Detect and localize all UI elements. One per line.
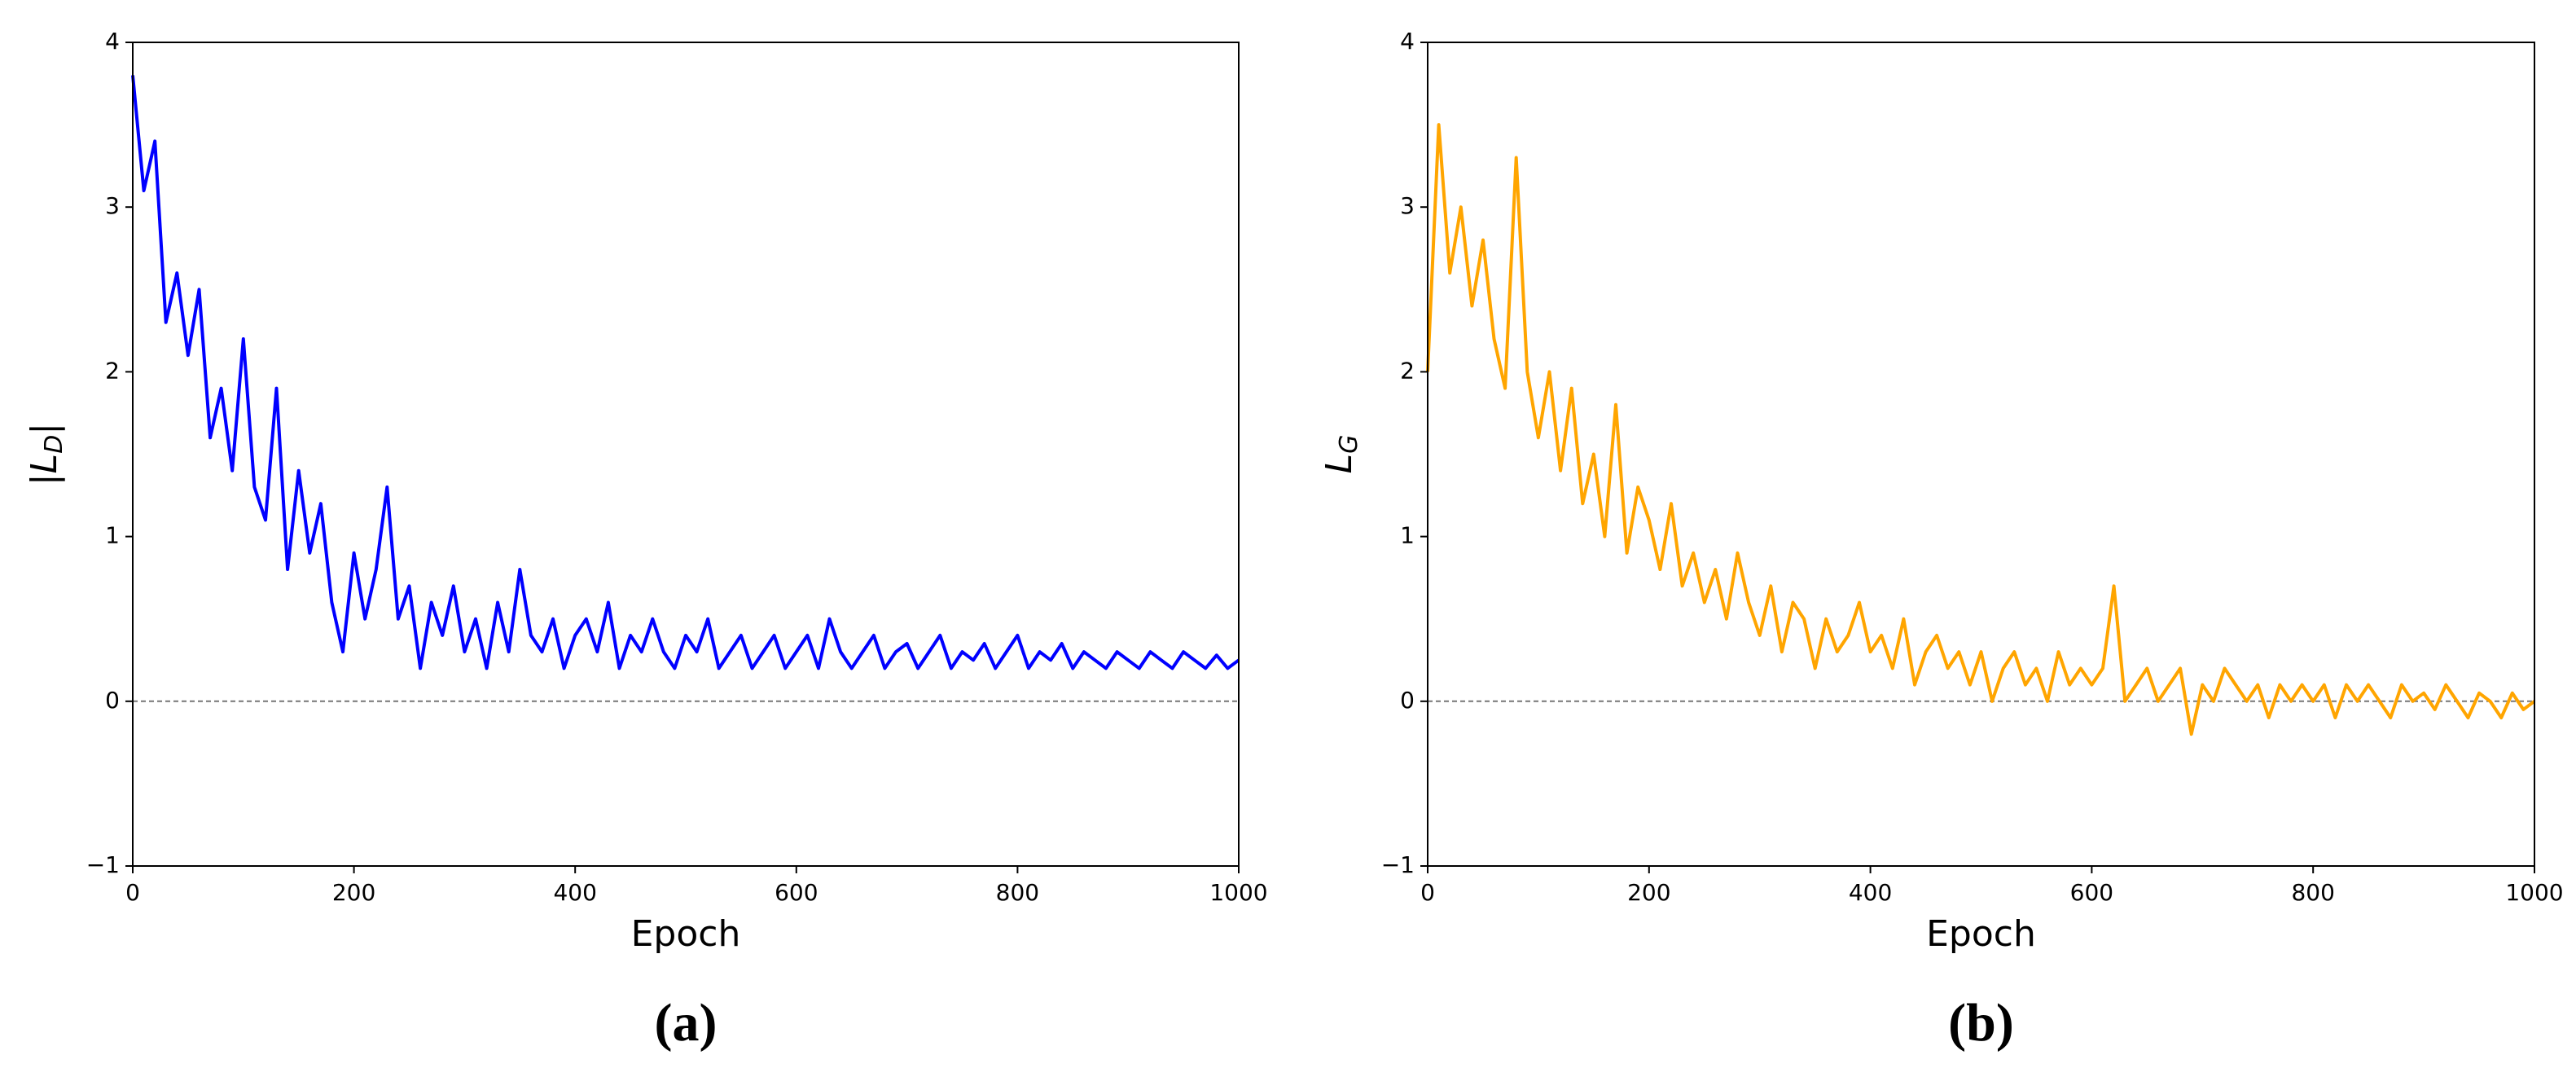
y-tick-label: 0 <box>105 687 120 714</box>
x-tick-label: 1000 <box>1209 879 1267 906</box>
data-line <box>131 75 1240 670</box>
plot-frame <box>132 42 1240 867</box>
y-axis-label-part: G <box>1335 435 1363 454</box>
y-axis-label-part: L <box>1319 454 1360 474</box>
x-tick-label: 0 <box>1420 879 1435 906</box>
y-axis-label-part: D <box>40 435 68 454</box>
y-axis-label-part: | <box>24 423 65 435</box>
y-tick-label: 3 <box>105 192 120 219</box>
y-tick-label: 3 <box>1400 192 1415 219</box>
x-tick-label: 600 <box>775 879 818 906</box>
plot-frame <box>1427 42 2535 867</box>
caption: (a) <box>655 993 718 1053</box>
x-axis-label: Epoch <box>1926 913 2036 955</box>
y-tick-label: 4 <box>1400 28 1415 55</box>
y-tick-label: 2 <box>105 357 120 384</box>
x-tick-label: 400 <box>1849 879 1892 906</box>
x-tick-label: 400 <box>553 879 596 906</box>
x-tick-label: 1000 <box>2505 879 2563 906</box>
data-line <box>1426 123 2536 736</box>
y-axis-label-part: |L <box>24 454 65 486</box>
y-tick-label: 4 <box>105 28 120 55</box>
y-tick-label: −1 <box>1381 851 1415 878</box>
x-tick-label: 600 <box>2070 879 2113 906</box>
y-tick-label: 0 <box>1400 687 1415 714</box>
x-tick-label: 200 <box>1627 879 1670 906</box>
x-tick-label: 800 <box>996 879 1039 906</box>
x-tick-label: 200 <box>332 879 375 906</box>
y-tick-label: 2 <box>1400 357 1415 384</box>
y-axis-label: |LD| <box>24 423 68 486</box>
y-tick-label: 1 <box>105 522 120 549</box>
caption: (b) <box>1948 993 2014 1053</box>
x-axis-label: Epoch <box>631 913 741 955</box>
x-tick-label: 800 <box>2291 879 2334 906</box>
y-tick-label: −1 <box>86 851 120 878</box>
y-axis-label: LG <box>1319 435 1363 474</box>
y-tick-label: 1 <box>1400 522 1415 549</box>
x-tick-label: 0 <box>125 879 140 906</box>
